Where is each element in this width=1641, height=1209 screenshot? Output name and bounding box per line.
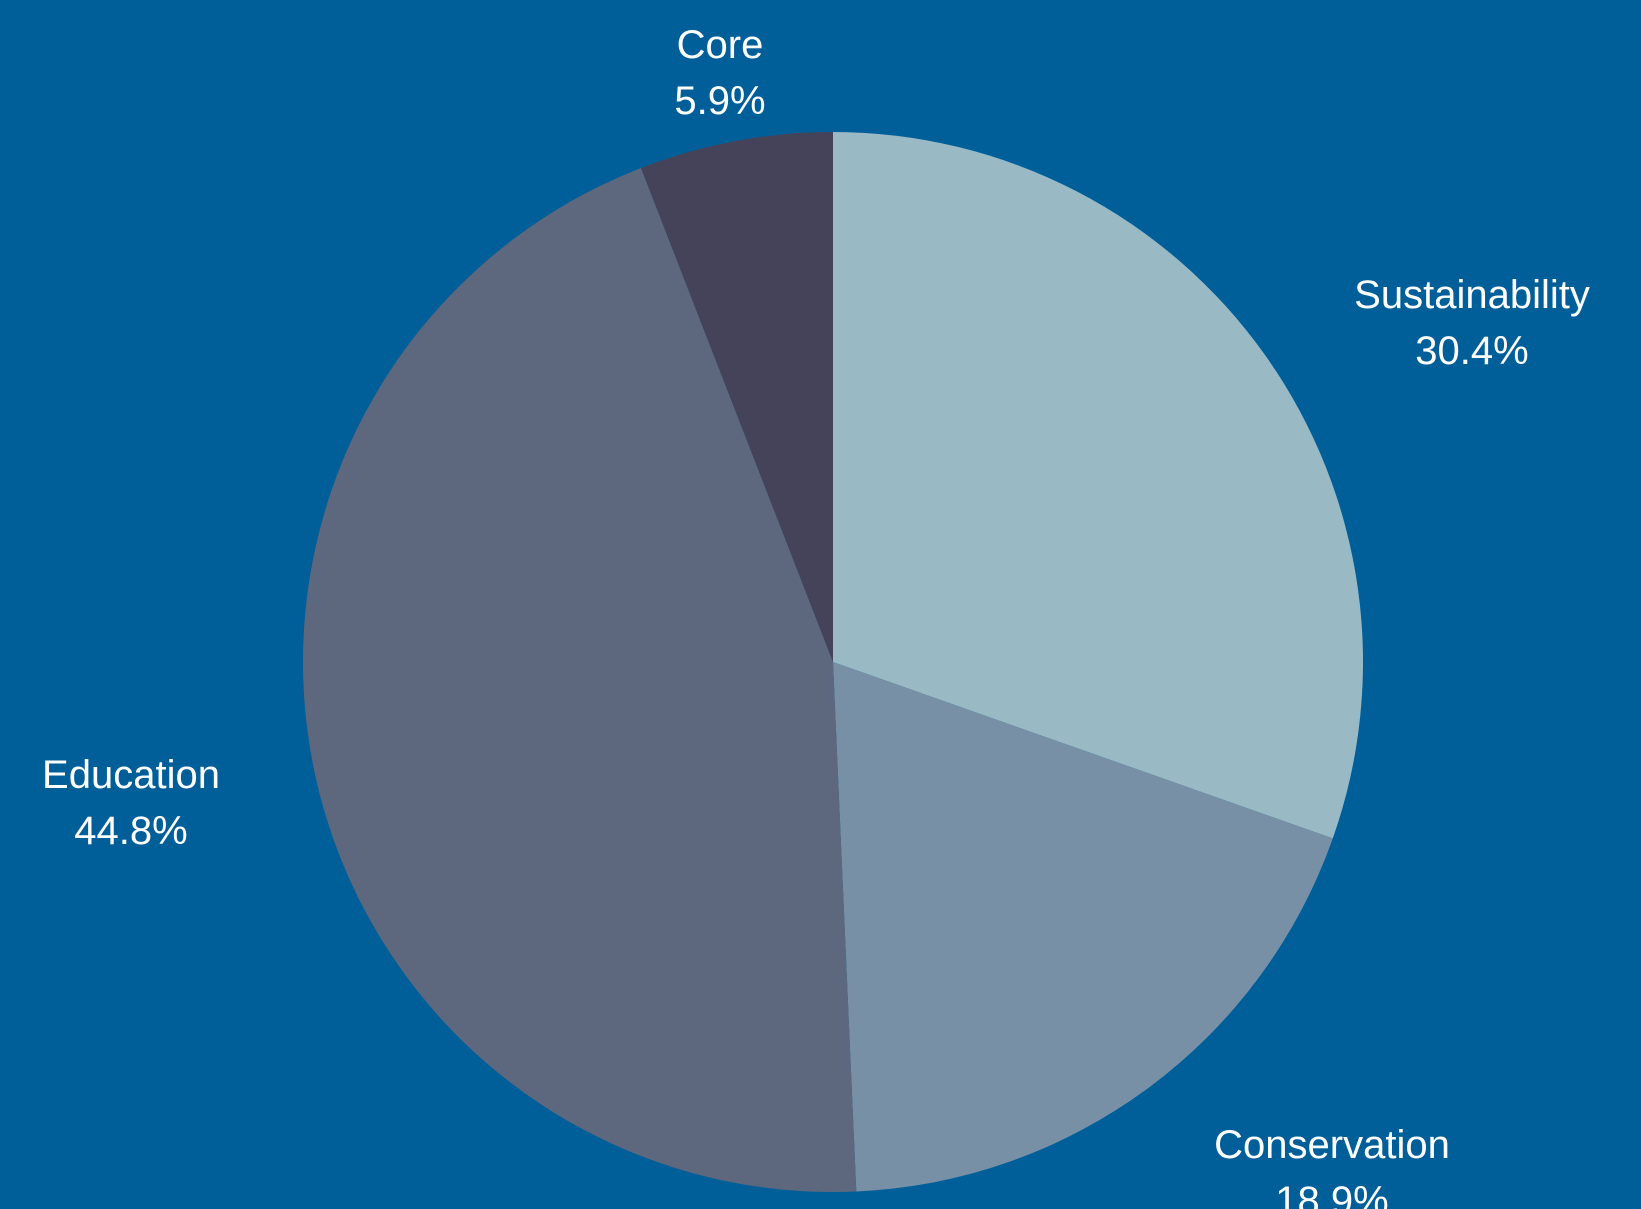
slice-value-label-conservation: 18.9%: [1275, 1179, 1388, 1209]
slice-name-label-core: Core: [677, 23, 764, 67]
slice-value-label-core: 5.9%: [674, 79, 765, 123]
slice-name-label-conservation: Conservation: [1214, 1123, 1450, 1167]
pie-labels: Sustainability 30.4% Conservation 18.9% Educ…: [42, 23, 1590, 1209]
pie-slices: [302, 132, 1363, 1192]
pie-slice-conservation: [833, 662, 1333, 1192]
slice-name-label-education: Education: [42, 753, 220, 797]
pie-slice-core: [640, 132, 833, 662]
pie-slice-education: [302, 168, 857, 1192]
slice-value-label-education: 44.8%: [74, 809, 187, 853]
slice-name-label-sustainability: Sustainability: [1354, 273, 1590, 317]
slice-value-label-sustainability: 30.4%: [1415, 329, 1528, 373]
pie-slice-sustainability: [833, 132, 1363, 839]
